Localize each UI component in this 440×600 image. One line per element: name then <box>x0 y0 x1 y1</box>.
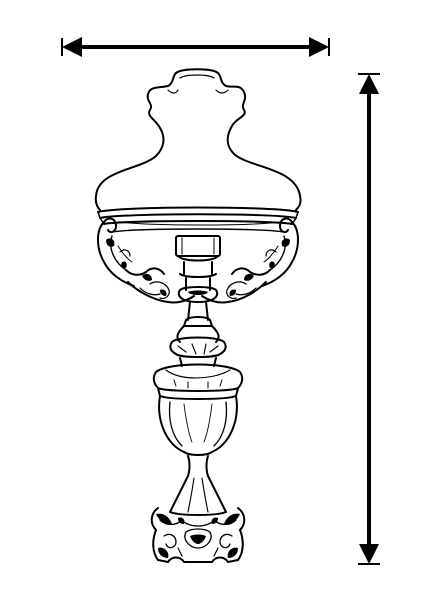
lamp-left-scroll-arm <box>97 217 195 304</box>
lamp-chimney-crown <box>94 68 302 211</box>
lamp-illustration <box>94 68 302 563</box>
height-dimension-arrow <box>358 73 380 565</box>
lamp-ornate-base <box>150 507 246 563</box>
lamp-base-ornament-fill <box>156 513 240 558</box>
width-dimension-arrow <box>61 37 330 57</box>
lamp-arm-ornament-fill <box>106 238 290 296</box>
lamp-burner-collar <box>175 235 221 278</box>
lamp-shade-rim <box>97 206 299 233</box>
lamp-urn-body <box>152 363 244 456</box>
lamp-center-stem <box>176 277 220 343</box>
lamp-right-scroll-arm <box>201 217 299 304</box>
lamp-lower-stem <box>169 455 227 516</box>
lamp-upper-ornament <box>169 336 227 367</box>
